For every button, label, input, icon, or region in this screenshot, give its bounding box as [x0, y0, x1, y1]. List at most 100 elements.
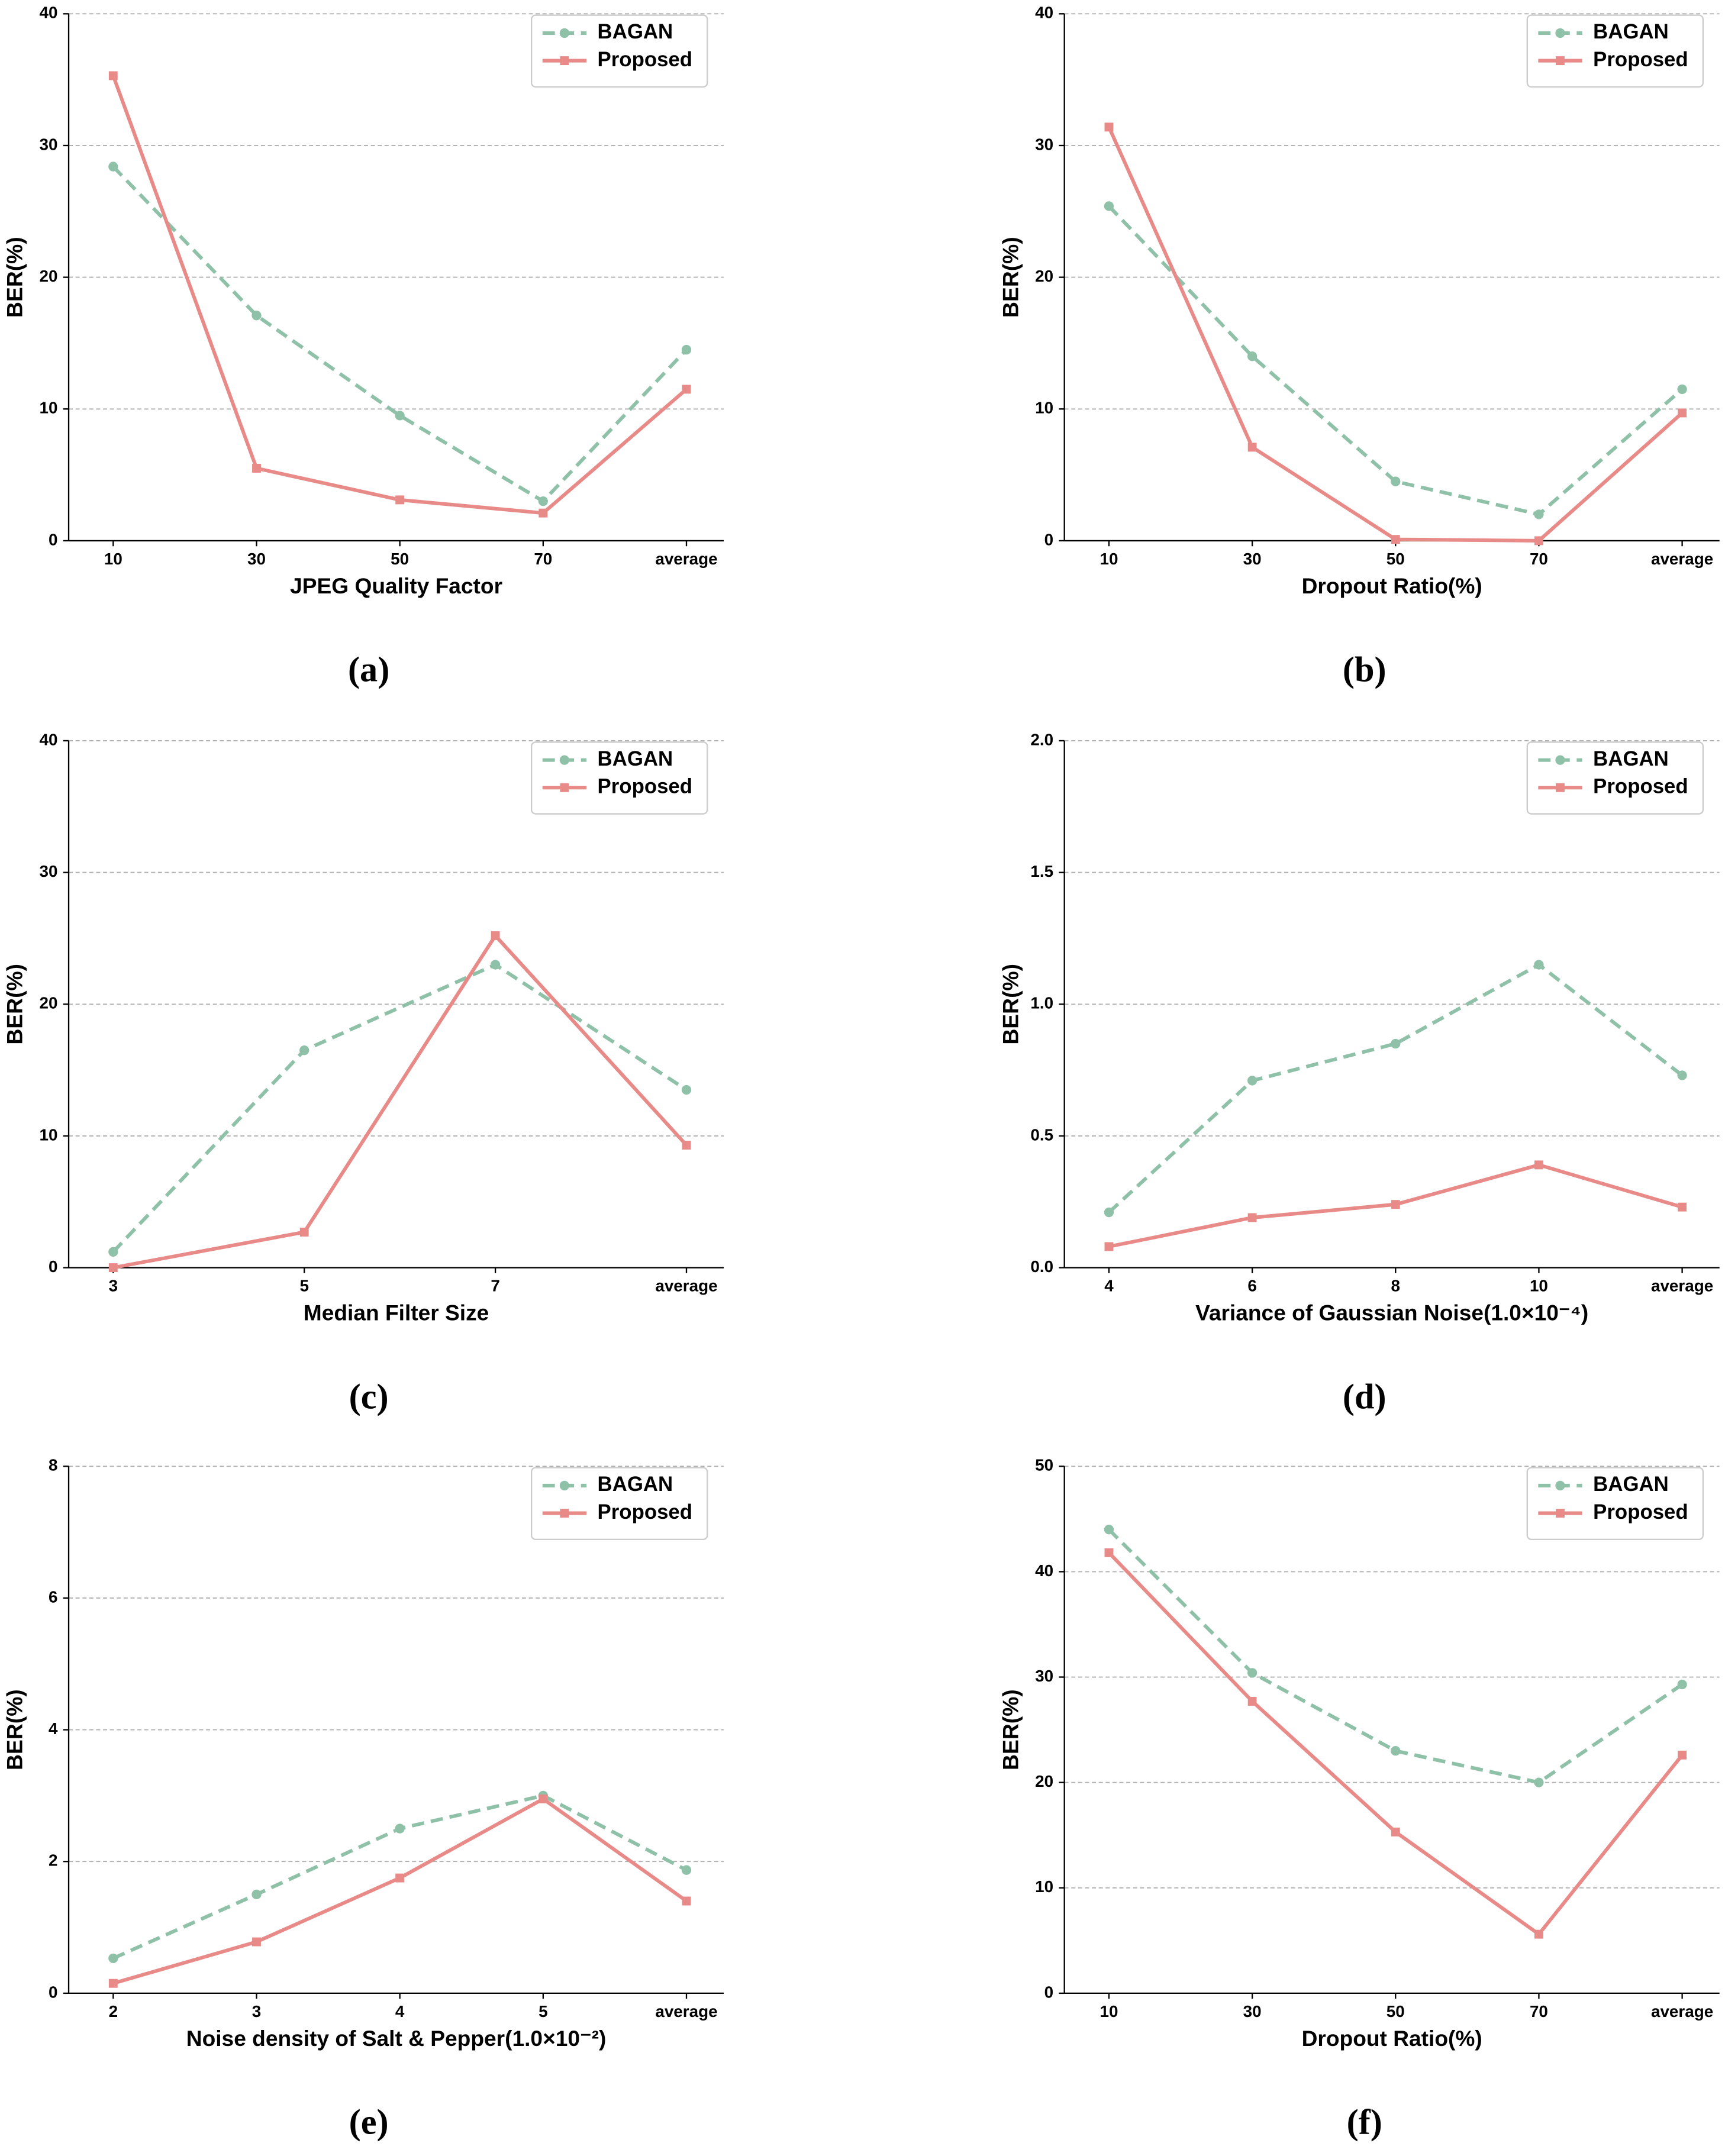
legend: BAGAN Proposed	[1526, 14, 1704, 88]
marker	[1534, 960, 1544, 970]
x-tick-label: 5	[539, 2002, 547, 2021]
y-axis-label: BER(%)	[998, 1689, 1023, 1770]
legend: BAGAN Proposed	[531, 1467, 708, 1541]
y-tick-label: 10	[39, 399, 57, 417]
legend: BAGAN Proposed	[531, 741, 708, 815]
marker	[1391, 476, 1401, 486]
x-tick-label: average	[1651, 550, 1713, 568]
y-axis-label: BER(%)	[998, 964, 1023, 1045]
marker	[252, 1937, 261, 1947]
y-tick-label: 30	[1035, 1667, 1053, 1685]
x-tick-label: 30	[247, 550, 266, 568]
marker	[1677, 1070, 1687, 1080]
marker	[1104, 201, 1114, 211]
marker	[1555, 1480, 1565, 1491]
caption: (d)	[1343, 1377, 1387, 1416]
y-tick-label: 2.0	[1030, 730, 1053, 748]
marker	[560, 783, 569, 792]
legend-box	[1526, 741, 1704, 815]
marker	[299, 1045, 309, 1056]
marker	[299, 1227, 309, 1237]
x-tick-label: 10	[104, 550, 122, 568]
marker	[560, 56, 569, 66]
x-tick-label: 30	[1243, 2002, 1262, 2021]
y-tick-label: 20	[1035, 1772, 1053, 1790]
y-tick-label: 20	[39, 994, 57, 1012]
x-tick-label: 5	[299, 1277, 308, 1295]
marker	[1556, 783, 1565, 792]
legend-box	[531, 1467, 708, 1541]
marker	[1104, 1548, 1114, 1557]
caption: (e)	[349, 2102, 389, 2142]
marker	[1391, 1200, 1400, 1209]
legend-label: Proposed	[598, 774, 692, 798]
marker	[1534, 1929, 1543, 1939]
marker	[395, 1873, 405, 1883]
marker	[108, 1247, 118, 1257]
panel: 0 10 20 30 40 10 30 50 70 average JPEG Quality Fac…	[2, 4, 724, 690]
y-tick-label: 20	[39, 267, 57, 285]
marker	[108, 1979, 118, 1988]
marker	[559, 755, 569, 765]
x-tick-label: average	[1651, 2002, 1713, 2021]
y-tick-label: 0.0	[1030, 1257, 1053, 1276]
panel: 0.0 0.5 1.0 1.5 2.0 4 6 8 10 average Variance of G…	[998, 730, 1720, 1416]
x-tick-label: 4	[1104, 1277, 1114, 1295]
caption: (c)	[349, 1377, 389, 1416]
marker	[108, 162, 118, 172]
legend-label: BAGAN	[598, 1473, 673, 1496]
marker	[395, 495, 405, 505]
y-tick-label: 0	[1044, 1983, 1053, 2001]
x-tick-label: average	[655, 550, 717, 568]
y-tick-label: 10	[1035, 1877, 1053, 1896]
marker	[1104, 1242, 1114, 1251]
y-tick-label: 50	[1035, 1456, 1053, 1474]
marker	[539, 508, 548, 518]
marker	[1247, 1076, 1258, 1086]
legend-label: BAGAN	[1593, 747, 1669, 770]
x-axis-label: Dropout Ratio(%)	[1302, 573, 1482, 598]
legend-box	[531, 741, 708, 815]
series-line	[112, 963, 688, 1253]
series-line	[111, 75, 688, 515]
x-tick-label: average	[655, 2002, 717, 2021]
marker	[1534, 1777, 1544, 1787]
marker	[252, 311, 262, 321]
marker	[1247, 1213, 1257, 1222]
marker	[1391, 535, 1400, 544]
marker	[1247, 443, 1257, 452]
y-tick-label: 2	[49, 1851, 57, 1870]
marker	[1678, 408, 1687, 418]
marker	[1678, 1202, 1687, 1212]
y-axis-label: BER(%)	[2, 237, 27, 318]
y-tick-label: 10	[39, 1125, 57, 1144]
marker	[539, 1794, 548, 1803]
x-axis-label: Noise density of Salt & Pepper(1.0×10⁻²)	[186, 2026, 607, 2051]
legend-label: BAGAN	[1593, 20, 1669, 43]
marker	[395, 1823, 405, 1834]
x-tick-label: 10	[1100, 2002, 1118, 2021]
marker	[108, 1953, 118, 1964]
marker	[108, 1263, 118, 1273]
x-tick-label: 70	[1530, 2002, 1548, 2021]
caption: (f)	[1347, 2102, 1382, 2142]
marker	[491, 931, 500, 940]
x-tick-label: average	[655, 1277, 717, 1295]
x-axis-label: JPEG Quality Factor	[290, 573, 502, 598]
marker	[1677, 1679, 1687, 1690]
y-tick-label: 40	[1035, 4, 1053, 22]
marker	[1104, 122, 1114, 132]
marker	[395, 411, 405, 421]
legend-label: BAGAN	[598, 20, 673, 43]
y-tick-label: 0	[49, 1257, 57, 1276]
x-tick-label: 50	[391, 550, 409, 568]
marker	[682, 1896, 691, 1906]
panel: 0 2 4 6 8 2 3 4 5 average Noise density of Salt & …	[2, 1456, 724, 2142]
marker	[1534, 509, 1544, 519]
marker	[252, 1889, 262, 1900]
legend: BAGAN Proposed	[531, 14, 708, 88]
x-tick-label: 6	[1247, 1277, 1256, 1295]
x-axis-label: Median Filter Size	[304, 1300, 489, 1325]
